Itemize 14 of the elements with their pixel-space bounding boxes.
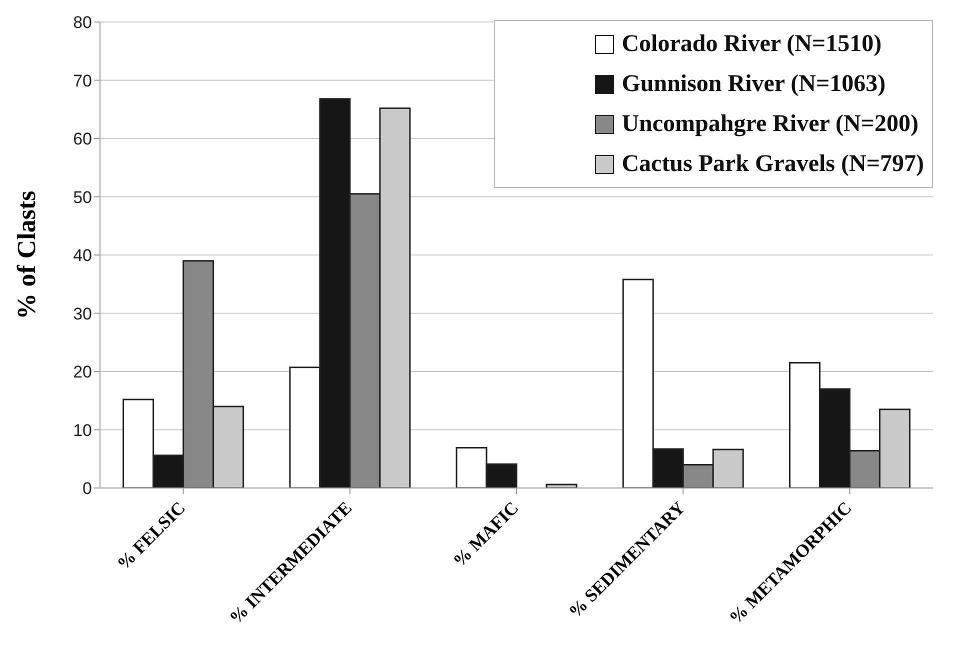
y-tick-label: 80 (73, 13, 92, 32)
y-tick-label: 30 (73, 304, 92, 324)
y-tick-label: 20 (73, 362, 92, 382)
legend-label: Uncompahgre River (N=200) (622, 110, 918, 138)
legend-label: Cactus Park Gravels (N=797) (622, 150, 924, 178)
y-tick-label: 70 (73, 71, 92, 90)
y-tick-label: 60 (73, 130, 92, 149)
legend-label: Gunnison River (N=1063) (622, 70, 886, 98)
legend-label: Colorado River (N=1510) (622, 30, 882, 58)
y-tick-label: 0 (82, 479, 92, 498)
y-axis-title: % of Clasts (12, 190, 42, 320)
y-tick-label: 40 (73, 246, 92, 266)
y-tick-label: 50 (73, 188, 92, 207)
y-tick-label: 10 (73, 420, 92, 440)
